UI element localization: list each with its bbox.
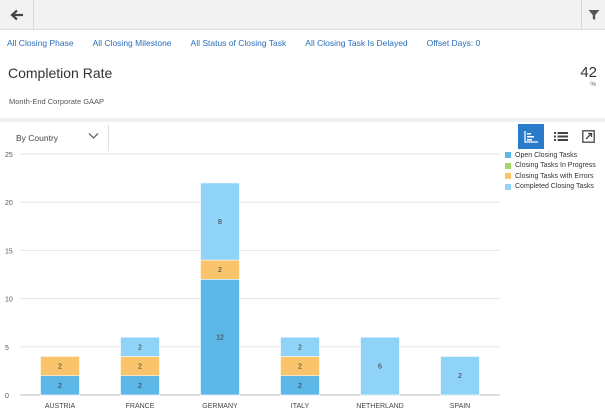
y-tick-label: 25: [5, 152, 13, 159]
y-tick-label: 20: [5, 200, 13, 207]
legend-item: Completed Closing Tasks: [505, 182, 596, 193]
legend-swatch: [505, 173, 511, 180]
kpi-value: 42: [580, 64, 597, 81]
bar-segment: [440, 356, 480, 396]
x-tick-label: AUSTRIA: [45, 403, 76, 410]
legend-swatch: [505, 152, 511, 159]
x-tick-label: SPAIN: [450, 403, 471, 410]
filter-closing-phase[interactable]: All Closing Phase: [7, 38, 74, 48]
legend-label: Completed Closing Tasks: [515, 183, 594, 191]
y-tick-label: 5: [5, 345, 9, 352]
fullscreen-icon: [581, 130, 595, 143]
data-label: 2: [218, 267, 222, 274]
data-label: 2: [58, 383, 62, 390]
arrow-left-icon: [9, 9, 23, 21]
filter-task-status[interactable]: All Status of Closing Task: [190, 38, 287, 48]
data-label: 2: [138, 383, 142, 390]
chart-card: 0 5 10 15 20 25 2 2 AUSTRIA 2 2 2 FRANCE 12 2 8 GERMANY 2…: [0, 122, 605, 414]
legend-swatch: [505, 183, 511, 190]
filter-closing-milestone[interactable]: All Closing Milestone: [92, 38, 172, 48]
filter-offset-days[interactable]: Offset Days: 0: [426, 38, 481, 48]
legend-item: Closing Tasks with Errors: [505, 171, 596, 182]
section-divider: [0, 118, 605, 122]
y-tick-label: 15: [5, 248, 13, 255]
data-label: 12: [216, 335, 224, 342]
fullscreen-button[interactable]: [575, 124, 601, 149]
chart-view-button[interactable]: [518, 124, 544, 149]
dimension-select-value: By Country: [16, 133, 59, 143]
filter-bar: All Closing Phase All Closing Milestone …: [0, 30, 605, 56]
data-label: 8: [218, 219, 222, 226]
data-label: 6: [378, 364, 382, 371]
data-label: 2: [138, 344, 142, 351]
y-tick-label: 10: [5, 297, 13, 304]
legend-item: Open Closing Tasks: [505, 150, 596, 161]
data-label: 2: [298, 344, 302, 351]
legend-item: Closing Tasks In Progress: [505, 161, 596, 172]
kpi-header: Completion Rate Month-End Corporate GAAP…: [0, 56, 605, 118]
x-tick-label: ITALY: [291, 403, 310, 410]
data-label: 2: [58, 364, 62, 371]
table-view-button[interactable]: [548, 124, 574, 149]
data-label: 2: [298, 364, 302, 371]
stacked-bar-chart: 0 5 10 15 20 25 2 2 AUSTRIA 2 2 2 FRANCE 12 2 8 GERMANY 2…: [5, 152, 500, 410]
chevron-down-icon: [88, 133, 99, 139]
chart-toolbar: By Country: [0, 122, 605, 152]
chart-legend: Open Closing Tasks Closing Tasks In Progr…: [505, 150, 596, 192]
data-label: 2: [298, 383, 302, 390]
dimension-select[interactable]: By Country: [6, 125, 109, 151]
page-subtitle: Month-End Corporate GAAP: [9, 97, 105, 106]
x-tick-label: FRANCE: [126, 403, 155, 410]
back-button[interactable]: [0, 0, 34, 30]
legend-label: Open Closing Tasks: [515, 151, 578, 159]
bar-segment: [40, 356, 80, 377]
bar-segment: [360, 336, 400, 396]
bar-segment: [280, 336, 320, 357]
x-tick-label: GERMANY: [202, 403, 238, 410]
bar-segment: [200, 182, 240, 261]
data-label: 2: [138, 364, 142, 371]
list-icon: [554, 132, 568, 141]
x-tick-label: NETHERLAND: [356, 403, 403, 410]
bar-segment: [120, 336, 160, 357]
legend-swatch: [505, 162, 511, 169]
filter-task-delayed[interactable]: All Closing Task Is Delayed: [305, 38, 408, 48]
y-tick-label: 0: [5, 393, 9, 400]
top-bar: [0, 0, 605, 30]
bar-chart-icon: [524, 130, 538, 143]
legend-label: Closing Tasks with Errors: [515, 172, 594, 180]
kpi-unit: %: [590, 81, 596, 88]
filter-button[interactable]: [581, 0, 605, 30]
legend-label: Closing Tasks In Progress: [515, 162, 596, 170]
data-label: 2: [458, 373, 462, 380]
page-title: Completion Rate: [8, 65, 113, 81]
filter-funnel-icon: [588, 10, 599, 20]
